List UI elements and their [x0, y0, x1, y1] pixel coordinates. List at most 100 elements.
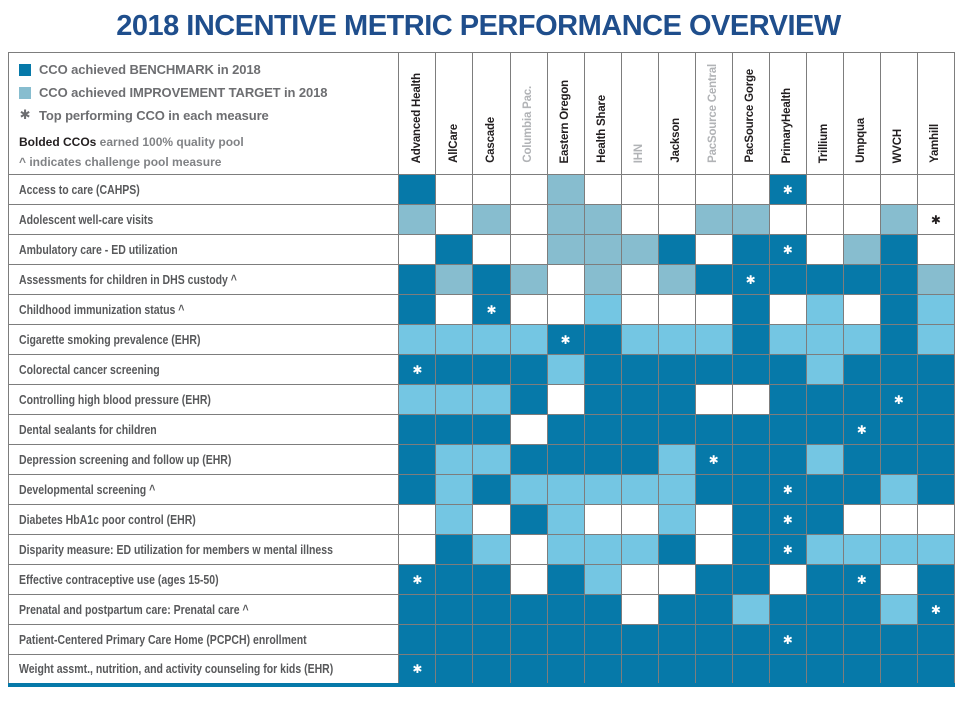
top-performer-star-icon: ✱ — [708, 452, 719, 467]
matrix-cell — [694, 654, 733, 685]
matrix-cell — [731, 564, 770, 595]
matrix-cell — [842, 384, 881, 415]
top-performer-star-icon: ✱ — [486, 302, 497, 317]
table-row: Ambulatory care - ED utilization ✱ — [7, 234, 956, 265]
matrix-cell — [842, 204, 881, 235]
matrix-cell — [620, 624, 659, 655]
matrix-cell — [916, 564, 956, 595]
matrix-cell — [879, 294, 918, 325]
matrix-cell — [805, 264, 844, 295]
matrix-cell — [583, 414, 622, 445]
row-label-text: Patient-Centered Primary Care Home (PCPC… — [19, 632, 307, 647]
matrix-cell — [583, 354, 622, 385]
matrix-cell — [694, 474, 733, 505]
matrix-cell — [398, 474, 437, 505]
matrix-cell — [731, 294, 770, 325]
matrix-cell — [879, 534, 918, 565]
top-performer-star-icon: ✱ — [782, 512, 793, 527]
matrix-cell — [472, 234, 511, 265]
row-label-text: Cigarette smoking prevalence (EHR) — [19, 332, 201, 347]
table-row: Developmental screening ^ ✱ — [7, 474, 956, 505]
row-label-text: Developmental screening ^ — [19, 482, 156, 497]
matrix-cell — [657, 384, 696, 415]
matrix-cell — [435, 384, 474, 415]
matrix-cell — [805, 234, 844, 265]
matrix-cell — [916, 234, 956, 265]
row-label: Ambulatory care - ED utilization — [7, 234, 400, 265]
matrix-cell — [805, 174, 844, 205]
matrix-cell — [694, 624, 733, 655]
matrix-cell — [620, 234, 659, 265]
matrix-cell — [583, 294, 622, 325]
matrix-cell — [546, 594, 585, 625]
matrix-cell — [546, 504, 585, 535]
matrix-cell — [842, 264, 881, 295]
matrix-cell — [546, 474, 585, 505]
column-header: Columbia Pac. — [509, 52, 548, 175]
matrix-cell — [916, 474, 956, 505]
matrix-cell — [546, 624, 585, 655]
matrix-cell — [583, 624, 622, 655]
matrix-cell — [916, 444, 956, 475]
top-performer-star-icon: ✱ — [19, 108, 31, 123]
matrix-cell — [509, 234, 548, 265]
matrix-cell — [546, 174, 585, 205]
matrix-cell — [805, 504, 844, 535]
matrix-cell — [657, 264, 696, 295]
matrix-cell — [916, 654, 956, 685]
column-header-label: PacSource Central — [706, 64, 719, 163]
matrix-cell: ✱ — [916, 594, 956, 625]
legend-bolded-rest: earned 100% quality pool — [96, 135, 244, 149]
matrix-cell — [620, 594, 659, 625]
matrix-cell — [768, 414, 807, 445]
matrix-cell — [509, 474, 548, 505]
matrix-cell — [435, 414, 474, 445]
matrix-cell — [731, 444, 770, 475]
matrix-cell — [546, 234, 585, 265]
legend-improvement-row: CCO achieved IMPROVEMENT TARGET in 2018 — [19, 85, 394, 100]
column-header-label: Advanced Health — [410, 72, 423, 163]
top-performer-star-icon: ✱ — [782, 542, 793, 557]
table-row: Cigarette smoking prevalence (EHR) ✱ — [7, 324, 956, 355]
row-label-text: Disparity measure: ED utilization for me… — [19, 542, 333, 557]
matrix-cell — [879, 474, 918, 505]
matrix-cell: ✱ — [546, 324, 585, 355]
legend-bolded-note: Bolded CCOs earned 100% quality pool — [19, 135, 394, 149]
matrix-cell — [435, 204, 474, 235]
column-header-label: Columbia Pac. — [521, 86, 534, 163]
matrix-cell — [398, 534, 437, 565]
matrix-cell — [731, 384, 770, 415]
matrix-cell — [546, 384, 585, 415]
row-label: Cigarette smoking prevalence (EHR) — [7, 324, 400, 355]
top-performer-star-icon: ✱ — [930, 602, 941, 617]
matrix-cell — [694, 354, 733, 385]
column-header: AllCare — [435, 52, 474, 175]
matrix-cell — [583, 654, 622, 685]
matrix-cell — [842, 624, 881, 655]
matrix-cell — [842, 174, 881, 205]
matrix-cell — [509, 204, 548, 235]
matrix-cell — [546, 564, 585, 595]
column-header: Jackson — [657, 52, 696, 175]
matrix-body: Access to care (CAHPS) ✱ Adolescent well-c… — [7, 174, 956, 685]
matrix-cell — [805, 624, 844, 655]
row-label-text: Prenatal and postpartum care: Prenatal c… — [19, 602, 249, 617]
matrix-cell — [472, 324, 511, 355]
matrix-cell — [657, 444, 696, 475]
matrix-cell — [694, 324, 733, 355]
matrix-cell — [657, 474, 696, 505]
matrix-cell: ✱ — [472, 294, 511, 325]
matrix-cell — [620, 414, 659, 445]
matrix-cell — [620, 174, 659, 205]
matrix-cell — [805, 444, 844, 475]
matrix-cell — [583, 384, 622, 415]
matrix-cell — [583, 444, 622, 475]
table-row: Weight assmt., nutrition, and activity c… — [7, 654, 956, 685]
top-performer-star-icon: ✱ — [560, 332, 571, 347]
matrix-cell — [879, 504, 918, 535]
matrix-cell — [583, 204, 622, 235]
matrix-cell: ✱ — [398, 354, 437, 385]
matrix-cell — [731, 174, 770, 205]
legend-panel: CCO achieved BENCHMARK in 2018 CCO achie… — [7, 52, 400, 175]
